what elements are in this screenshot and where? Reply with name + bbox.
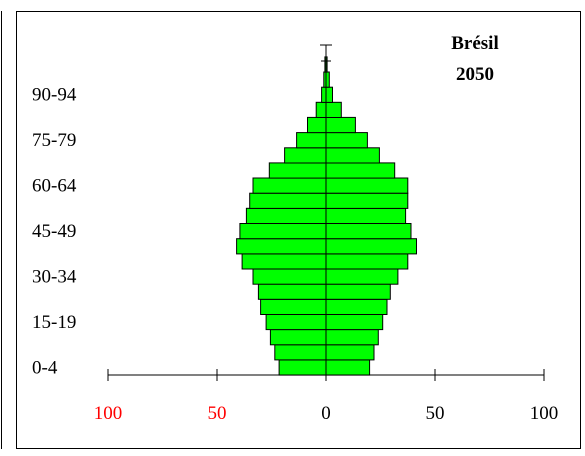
- bar-left-15-19: [265, 313, 327, 331]
- bar-right-30-34: [325, 268, 399, 285]
- bar-right-10-14: [325, 329, 379, 346]
- bar-left-60-64: [252, 177, 327, 194]
- age-tick-label: 90-94: [32, 85, 77, 106]
- bar-left-75-79: [296, 132, 327, 149]
- bar-right-90-94: [325, 86, 333, 103]
- bar-left-65-69: [268, 162, 327, 179]
- bar-left-35-39: [241, 253, 327, 270]
- chart-title: Brésil: [451, 33, 499, 54]
- bar-right-0-4: [325, 359, 371, 376]
- bar-right-70-74: [325, 147, 380, 164]
- bar-right-5-9: [325, 344, 375, 361]
- x-tick-label: 100: [530, 403, 559, 424]
- bar-right-45-49: [325, 223, 412, 240]
- x-tick-label: 100: [94, 403, 123, 424]
- bar-left-80-84: [307, 116, 327, 134]
- x-tick-label: 50: [426, 403, 445, 424]
- bar-right-20-24: [325, 298, 388, 315]
- bar-right-55-59: [325, 192, 409, 209]
- age-tick-label: 15-19: [32, 312, 76, 333]
- age-tick-label: 75-79: [32, 130, 76, 151]
- chart-subtitle: 2050: [456, 64, 494, 85]
- age-tick-label: 45-49: [32, 221, 76, 242]
- bar-right-85-89: [325, 101, 342, 119]
- age-tick-label: 30-34: [32, 267, 77, 288]
- x-tick-label: 50: [208, 403, 227, 424]
- bar-right-75-79: [325, 132, 368, 149]
- bar-right-80-84: [325, 116, 356, 134]
- bar-left-20-24: [260, 298, 327, 315]
- bar-right-60-64: [325, 177, 409, 194]
- bar-left-30-34: [252, 268, 327, 285]
- labels-group: 100 50 0 50 100 0-4 15-19 30-34 45-49 60-64 75-79 9…: [32, 85, 558, 424]
- bar-left-10-14: [269, 329, 327, 346]
- age-tick-label: 0-4: [32, 357, 58, 378]
- bar-right-35-39: [325, 253, 409, 270]
- bar-left-40-44: [236, 238, 327, 255]
- x-tick-label: 0: [321, 403, 331, 424]
- bar-right-25-29: [325, 283, 391, 300]
- bar-right-65-69: [325, 162, 396, 179]
- bar-right-15-19: [325, 313, 384, 331]
- bar-left-90-94: [321, 86, 327, 103]
- bar-left-5-9: [274, 344, 327, 361]
- bar-right-40-44: [325, 238, 417, 255]
- bar-left-0-4: [278, 359, 327, 376]
- bar-left-70-74: [284, 147, 327, 164]
- axes-group: [107, 44, 545, 381]
- bar-left-55-59: [249, 192, 327, 209]
- bar-left-85-89: [315, 101, 327, 119]
- bar-left-45-49: [239, 223, 327, 240]
- bar-left-25-29: [257, 283, 327, 300]
- bar-left-50-54: [245, 207, 327, 225]
- bar-right-50-54: [325, 207, 407, 225]
- bars-group: [236, 56, 417, 376]
- age-tick-label: 60-64: [32, 176, 77, 197]
